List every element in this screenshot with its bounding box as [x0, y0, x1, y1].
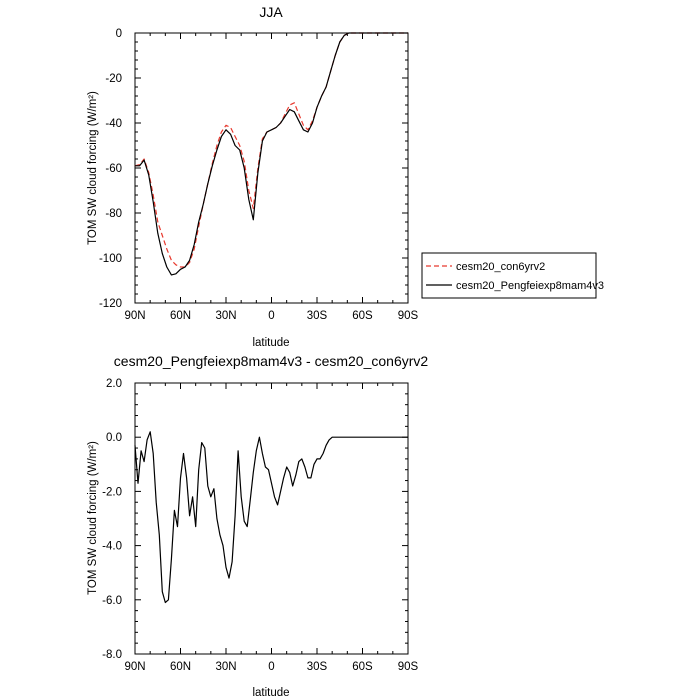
top-y-tick-label: -20 — [105, 73, 122, 85]
bottom-x-axis-title: latitude — [252, 687, 289, 699]
top-y-tick-label: -80 — [105, 208, 122, 220]
bottom-series-difference — [134, 431, 408, 604]
bottom-x-tick-label: 60S — [352, 661, 373, 673]
top-y-tick-label: -120 — [99, 298, 122, 310]
top-y-axis-title: TOM SW cloud forcing (W/m²) — [87, 91, 99, 245]
top-x-tick-label: 90N — [124, 310, 145, 322]
bottom-y-axis-title: TOM SW cloud forcing (W/m²) — [87, 441, 99, 595]
top-x-tick-label: 30N — [215, 310, 236, 322]
legend: cesm20_con6yrv2 cesm20_Pengfeiexp8mam4v3 — [421, 252, 604, 299]
bottom-y-tick-label: -6.0 — [102, 595, 122, 607]
top-y-tick-label: -60 — [105, 163, 122, 175]
bottom-x-tick-label: 0 — [268, 661, 274, 673]
top-x-tick-label: 60N — [170, 310, 191, 322]
top-chart-title: JJA — [259, 4, 283, 20]
top-y-tick-label: -40 — [105, 118, 122, 130]
top-series-cesm20-con6yrv2 — [134, 32, 408, 268]
top-series-cesm20-pengfeiexp8mam4v3 — [135, 32, 408, 276]
top-plot-frame — [134, 32, 409, 304]
bottom-panel: cesm20_Pengfeiexp8mam4v3 - cesm20_con6yr… — [87, 353, 428, 699]
top-x-tick-label: 90S — [398, 310, 419, 322]
bottom-y-tick-label: -4.0 — [102, 541, 122, 553]
bottom-plot-area: 90N 60N 30N 0 30S 60S 90S 2.0 0.0 -2.0 -4.0 -6.0 -8.… — [102, 378, 418, 673]
bottom-chart-title: cesm20_Pengfeiexp8mam4v3 - cesm20_con6yr… — [114, 353, 429, 369]
bottom-y-tick-label: -8.0 — [102, 649, 122, 661]
top-y-tick-label: 0 — [116, 28, 122, 40]
bottom-x-tick-label: 30N — [215, 661, 236, 673]
bottom-y-tick-label: 0.0 — [106, 432, 122, 444]
legend-label-pengfeiexp8mam4v3: cesm20_Pengfeiexp8mam4v3 — [456, 280, 604, 292]
bottom-y-axis-title-text: TOM SW cloud forcing (W/m²) — [87, 441, 99, 595]
top-x-axis-title: latitude — [252, 337, 289, 349]
top-panel: JJA TOM SW cloud forcing (W/m²) latitude… — [87, 4, 419, 349]
bottom-x-tick-label: 60N — [170, 661, 191, 673]
top-x-tick-label: 60S — [352, 310, 373, 322]
bottom-x-tick-label: 30S — [307, 661, 328, 673]
top-x-tick-label: 0 — [268, 310, 274, 322]
bottom-y-tick-label: -2.0 — [102, 486, 122, 498]
legend-box — [421, 252, 597, 299]
top-plot-area: 90N 60N 30N 0 30S 60S 90S 0 -20 -40 -60 -80 -100 -120 — [99, 28, 419, 322]
legend-label-con6yrv2: cesm20_con6yrv2 — [456, 261, 545, 273]
bottom-x-tick-label: 90S — [398, 661, 419, 673]
bottom-y-tick-label: 2.0 — [106, 378, 122, 390]
top-y-tick-label: -100 — [99, 253, 122, 265]
top-x-tick-label: 30S — [307, 310, 328, 322]
bottom-x-tick-label: 90N — [124, 661, 145, 673]
top-y-axis-title-text: TOM SW cloud forcing (W/m²) — [87, 91, 99, 245]
